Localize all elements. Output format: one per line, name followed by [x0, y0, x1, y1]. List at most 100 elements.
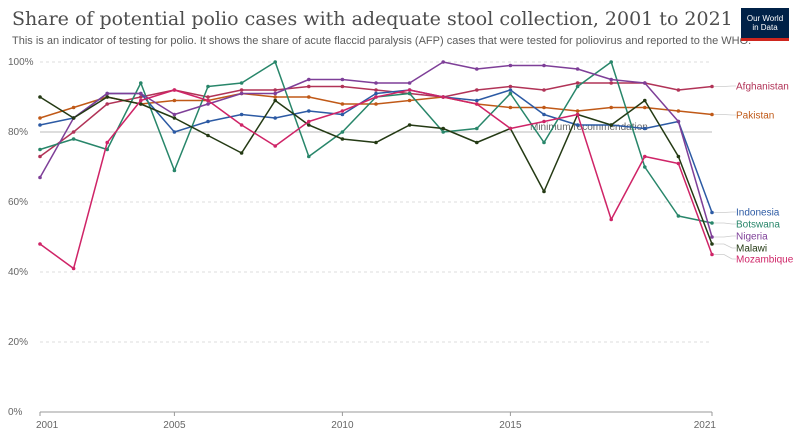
data-point-mozambique: [508, 126, 513, 131]
data-point-pakistan: [643, 105, 647, 110]
data-point-afghanistan: [71, 130, 76, 134]
data-point-indonesia: [508, 88, 513, 92]
data-point-mozambique: [105, 140, 109, 145]
data-point-botswana: [38, 147, 42, 152]
data-point-afghanistan: [508, 84, 513, 89]
data-point-nigeria: [239, 91, 244, 96]
data-point-indonesia: [643, 126, 647, 131]
y-tick-label: 0%: [8, 407, 23, 418]
y-tick-label: 80%: [8, 127, 28, 138]
data-point-pakistan: [273, 95, 278, 99]
data-point-mozambique: [307, 119, 311, 124]
data-point-nigeria: [307, 77, 311, 82]
data-point-mozambique: [441, 95, 446, 99]
data-point-indonesia: [710, 210, 714, 215]
data-point-afghanistan: [273, 88, 278, 92]
data-point-nigeria: [273, 91, 278, 96]
data-point-malawi: [307, 123, 311, 127]
data-point-botswana: [676, 214, 681, 218]
y-tick-label: 60%: [8, 197, 28, 208]
data-point-nigeria: [340, 77, 345, 82]
data-point-afghanistan: [542, 88, 546, 92]
data-point-nigeria: [676, 119, 681, 124]
data-point-afghanistan: [374, 88, 378, 92]
data-point-botswana: [508, 91, 513, 96]
legend-label-afghanistan[interactable]: Afghanistan: [736, 82, 789, 93]
data-point-pakistan: [710, 112, 714, 117]
data-point-malawi: [139, 102, 143, 106]
owid-logo[interactable]: Our World in Data: [741, 8, 789, 41]
data-point-afghanistan: [609, 81, 613, 85]
data-point-mozambique: [407, 88, 412, 92]
data-point-botswana: [307, 154, 311, 159]
data-point-afghanistan: [239, 88, 244, 92]
data-point-malawi: [643, 98, 647, 103]
legend-label-pakistan[interactable]: Pakistan: [736, 111, 774, 122]
data-point-indonesia: [239, 112, 244, 117]
data-point-malawi: [676, 154, 681, 159]
data-point-malawi: [407, 123, 412, 127]
data-point-indonesia: [38, 123, 42, 127]
data-point-nigeria: [508, 63, 513, 68]
data-point-indonesia: [206, 119, 210, 124]
data-point-pakistan: [340, 102, 345, 106]
data-point-mozambique: [710, 252, 714, 257]
data-point-nigeria: [710, 235, 714, 239]
legend-connector: [714, 211, 736, 213]
data-point-afghanistan: [575, 81, 580, 85]
x-axis-ticks: 2001 2005 2010 2015 2021: [36, 412, 716, 431]
data-point-pakistan: [38, 116, 42, 120]
legend-label-mozambique[interactable]: Mozambique: [736, 255, 794, 266]
data-point-botswana: [475, 126, 479, 131]
chart-subtitle: This is an indicator of testing for poli…: [12, 35, 752, 47]
data-point-botswana: [172, 168, 177, 173]
legend: Afghanistan Pakistan IndonesiaBotswanaNige…: [714, 82, 794, 266]
data-point-afghanistan: [340, 84, 345, 89]
data-point-mozambique: [139, 98, 143, 103]
data-point-pakistan: [172, 98, 177, 103]
data-point-nigeria: [542, 63, 546, 68]
data-point-pakistan: [609, 105, 613, 110]
data-point-mozambique: [273, 144, 278, 148]
data-point-botswana: [441, 130, 446, 134]
x-tick-label: 2021: [694, 420, 717, 431]
series-line-mozambique[interactable]: [39, 89, 713, 270]
data-point-indonesia: [575, 123, 580, 127]
data-point-nigeria: [38, 175, 42, 180]
data-point-mozambique: [374, 95, 378, 99]
data-point-nigeria: [105, 91, 109, 96]
data-point-malawi: [710, 242, 714, 246]
data-point-nigeria: [475, 67, 479, 71]
data-point-nigeria: [609, 77, 613, 82]
data-point-botswana: [575, 84, 580, 89]
legend-connector: [714, 222, 736, 225]
x-tick-label: 2010: [331, 420, 354, 431]
data-point-afghanistan: [105, 102, 109, 106]
data-point-afghanistan: [206, 95, 210, 99]
series-line-malawi[interactable]: [39, 96, 713, 245]
data-point-afghanistan: [38, 154, 42, 159]
data-point-malawi: [475, 140, 479, 145]
legend-label-malawi[interactable]: Malawi: [736, 244, 767, 255]
data-point-afghanistan: [676, 88, 681, 92]
data-point-botswana: [239, 81, 244, 85]
data-point-pakistan: [676, 109, 681, 113]
data-point-pakistan: [374, 102, 378, 106]
y-tick-label: 100%: [8, 57, 34, 68]
data-point-pakistan: [307, 95, 311, 99]
legend-label-nigeria[interactable]: Nigeria: [736, 232, 768, 243]
data-point-botswana: [273, 60, 278, 64]
data-point-nigeria: [407, 81, 412, 85]
data-point-indonesia: [542, 112, 546, 117]
data-point-malawi: [239, 151, 244, 155]
legend-label-botswana[interactable]: Botswana: [736, 220, 780, 231]
data-point-pakistan: [508, 105, 513, 110]
legend-connector: [714, 235, 736, 238]
data-point-afghanistan: [475, 88, 479, 92]
y-tick-label: 40%: [8, 267, 28, 278]
data-point-botswana: [542, 140, 546, 145]
data-point-indonesia: [475, 98, 479, 103]
legend-label-indonesia[interactable]: Indonesia: [736, 208, 780, 219]
data-point-malawi: [609, 123, 613, 127]
data-point-indonesia: [374, 91, 378, 96]
